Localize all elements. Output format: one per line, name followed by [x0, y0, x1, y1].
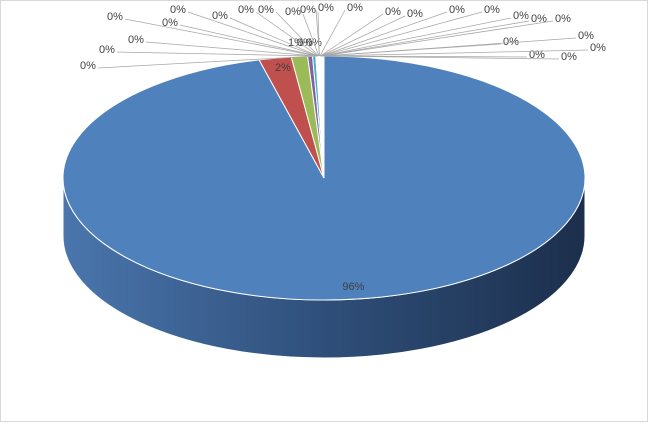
- data-label: 0%: [590, 42, 606, 54]
- data-label: 0%: [449, 4, 465, 16]
- data-label: 2%: [275, 62, 291, 74]
- data-label: 0%: [347, 2, 363, 14]
- data-label: 0%: [561, 51, 577, 63]
- data-label: 0%: [385, 6, 401, 18]
- data-label: 0%: [238, 4, 254, 16]
- data-label: 0%: [80, 60, 96, 72]
- data-label: 0%: [170, 4, 186, 16]
- data-label: 0%: [484, 4, 500, 16]
- data-label: 0%: [407, 8, 423, 20]
- data-label: 0%: [513, 10, 529, 22]
- data-label: 0%: [212, 10, 228, 22]
- data-label: 0%: [99, 44, 115, 56]
- data-label: 0%: [300, 4, 316, 16]
- data-label: 0%: [318, 2, 334, 14]
- data-label: 0%: [555, 13, 571, 25]
- data-label: 96%: [342, 281, 364, 293]
- data-label: 0%: [258, 4, 274, 16]
- data-label: 0%: [107, 11, 123, 23]
- data-label: 0%: [578, 30, 594, 42]
- data-label: 0%: [128, 34, 144, 46]
- data-label: 0%: [285, 6, 301, 18]
- data-label: 0%: [162, 17, 178, 29]
